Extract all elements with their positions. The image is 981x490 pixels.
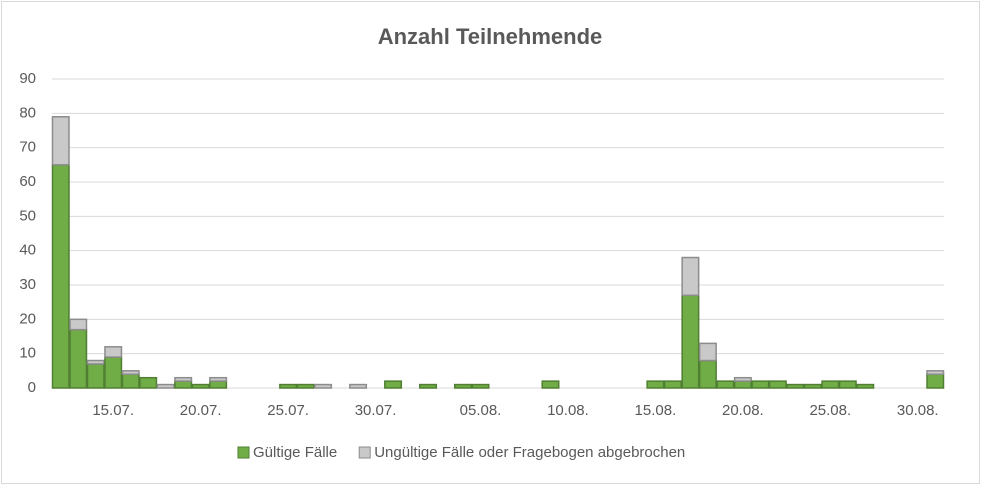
bar-segment bbox=[384, 380, 403, 389]
bar-segment bbox=[803, 383, 822, 389]
bar-segment bbox=[926, 373, 945, 389]
y-tick-label: 20 bbox=[19, 310, 36, 327]
bar-segment bbox=[471, 383, 490, 389]
bar-segment bbox=[174, 376, 193, 382]
bar-segment bbox=[716, 380, 735, 389]
bar-segment bbox=[314, 383, 333, 389]
bar-segment bbox=[786, 383, 805, 389]
x-tick-label: 30.08. bbox=[897, 402, 939, 419]
bar-segment bbox=[86, 363, 105, 389]
bar-segment bbox=[698, 359, 717, 389]
y-tick-label: 90 bbox=[19, 70, 36, 87]
bar-segment bbox=[51, 116, 70, 166]
legend-label: Ungültige Fälle oder Fragebogen abgebroc… bbox=[374, 444, 685, 461]
bar-segment bbox=[174, 380, 193, 389]
x-tick-label: 15.08. bbox=[635, 402, 677, 419]
bar-segment bbox=[698, 342, 717, 362]
y-tick-label: 10 bbox=[19, 345, 36, 362]
bar-segment bbox=[541, 380, 560, 389]
bar-segment bbox=[768, 380, 787, 389]
bar-segment bbox=[121, 373, 140, 389]
bar-segment bbox=[419, 383, 438, 389]
bar-segment bbox=[69, 328, 88, 389]
y-tick-label: 80 bbox=[19, 104, 36, 121]
x-tick-label: 15.07. bbox=[92, 402, 134, 419]
bar-segment bbox=[209, 380, 228, 389]
x-tick-label: 20.08. bbox=[722, 402, 764, 419]
legend-swatch bbox=[237, 446, 250, 459]
bar-segment bbox=[663, 380, 682, 389]
bar-segment bbox=[751, 380, 770, 389]
bar-segment bbox=[209, 376, 228, 382]
bar-segment bbox=[454, 383, 473, 389]
bar-segment bbox=[191, 383, 210, 389]
y-tick-label: 40 bbox=[19, 242, 36, 259]
bar-segment bbox=[279, 383, 298, 389]
legend-label: Gültige Fälle bbox=[253, 444, 337, 461]
x-tick-label: 25.07. bbox=[267, 402, 309, 419]
x-tick-label: 05.08. bbox=[460, 402, 502, 419]
bar-segment bbox=[821, 380, 840, 389]
chart-title: Anzahl Teilnehmende bbox=[378, 24, 603, 49]
bar-segment bbox=[121, 370, 140, 376]
bar-segment bbox=[296, 383, 315, 389]
bar-segment bbox=[733, 376, 752, 382]
x-tick-label: 25.08. bbox=[809, 402, 851, 419]
legend-swatch bbox=[358, 446, 371, 459]
bar-segment bbox=[646, 380, 665, 389]
bar-segment bbox=[156, 383, 175, 389]
y-tick-label: 0 bbox=[28, 379, 36, 396]
y-tick-label: 60 bbox=[19, 173, 36, 190]
x-tick-label: 20.07. bbox=[180, 402, 222, 419]
bar-segment bbox=[104, 356, 123, 389]
bar-segment bbox=[856, 383, 875, 389]
bar-segment bbox=[86, 359, 105, 365]
bar-segment bbox=[69, 318, 88, 331]
bar-segment bbox=[104, 346, 123, 358]
bar-segment bbox=[681, 294, 700, 389]
x-tick-label: 10.08. bbox=[547, 402, 589, 419]
bar-segment bbox=[349, 383, 368, 389]
bar-segment bbox=[733, 380, 752, 389]
bar-segment bbox=[926, 370, 945, 376]
y-tick-label: 30 bbox=[19, 276, 36, 293]
y-tick-label: 50 bbox=[19, 207, 36, 224]
bar-segment bbox=[681, 256, 700, 297]
y-tick-label: 70 bbox=[19, 139, 36, 156]
x-tick-label: 30.07. bbox=[355, 402, 397, 419]
bar-segment bbox=[139, 376, 158, 389]
bar-segment bbox=[838, 380, 857, 389]
bar-segment bbox=[51, 164, 70, 389]
